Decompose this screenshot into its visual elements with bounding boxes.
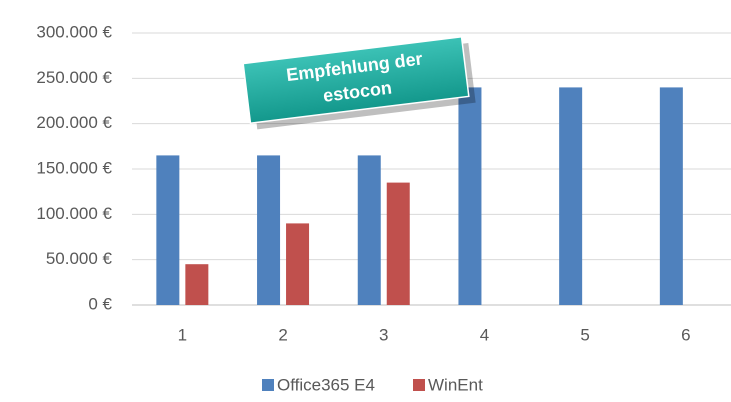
legend-swatch: [262, 379, 274, 391]
bar: [386, 182, 410, 305]
plot-area: 0 €50.000 €100.000 €150.000 €200.000 €25…: [36, 22, 731, 344]
x-tick-label: 3: [379, 325, 388, 344]
bar: [659, 87, 683, 306]
bar: [185, 264, 209, 305]
annotation-box: [242, 35, 470, 125]
y-tick-label: 250.000 €: [36, 68, 112, 87]
y-tick-label: 300.000 €: [36, 22, 112, 41]
legend-label: WinEnt: [428, 375, 483, 394]
x-tick-label: 5: [580, 325, 589, 344]
bar: [257, 155, 281, 305]
bar: [559, 87, 583, 306]
x-tick-label: 2: [278, 325, 287, 344]
x-tick-label: 1: [178, 325, 187, 344]
y-tick-label: 50.000 €: [46, 249, 113, 268]
bar: [156, 155, 180, 305]
bar: [458, 87, 482, 306]
legend-label: Office365 E4: [277, 375, 375, 394]
legend-swatch: [413, 379, 425, 391]
x-tick-label: 4: [480, 325, 489, 344]
y-tick-label: 200.000 €: [36, 113, 112, 132]
y-tick-label: 100.000 €: [36, 204, 112, 223]
bar: [357, 155, 381, 305]
y-tick-label: 0 €: [88, 294, 112, 313]
bar: [286, 223, 310, 305]
y-tick-label: 150.000 €: [36, 158, 112, 177]
x-tick-label: 6: [681, 325, 690, 344]
annotation: Empfehlung der estocon: [242, 35, 476, 130]
